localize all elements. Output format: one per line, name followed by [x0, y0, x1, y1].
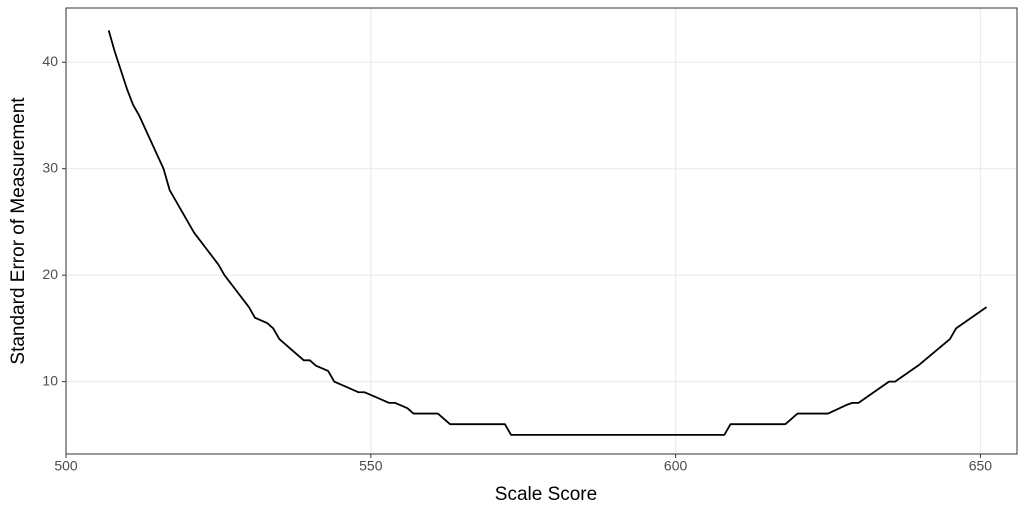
y-axis-title: Standard Error of Measurement [8, 97, 29, 365]
y-tick-label: 20 [42, 266, 58, 282]
x-axis-title: Scale Score [495, 484, 597, 505]
x-tick-label: 500 [54, 458, 78, 474]
panel-border [65, 7, 1018, 455]
x-tick-label: 600 [664, 458, 688, 474]
y-tick-label: 40 [42, 53, 58, 69]
data-line [107, 30, 988, 436]
x-tick-label: 650 [969, 458, 993, 474]
y-tick-label: 30 [42, 159, 58, 175]
x-tick-label: 550 [359, 458, 383, 474]
y-tick-label: 10 [42, 372, 58, 388]
